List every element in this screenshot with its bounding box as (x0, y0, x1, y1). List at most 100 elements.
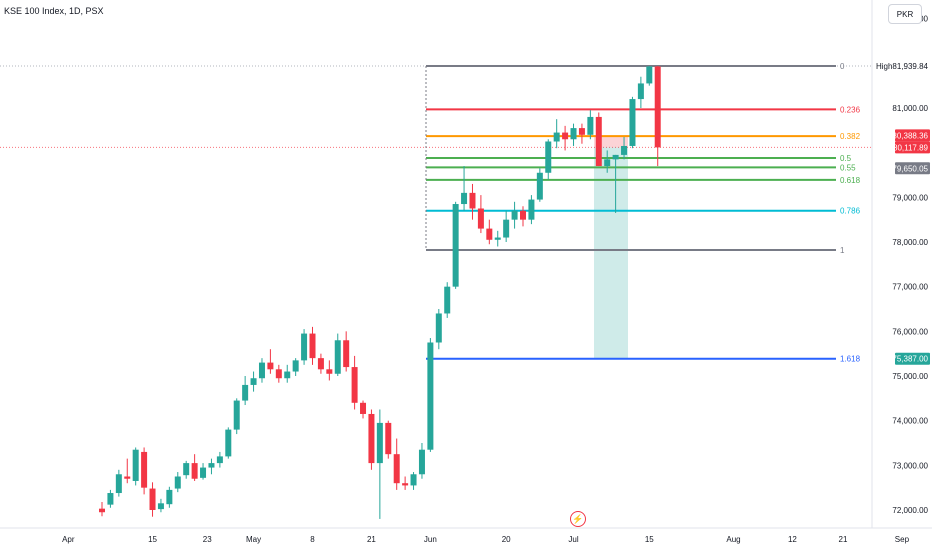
candle-up (621, 145, 628, 155)
candle-down (351, 367, 358, 403)
price-label-bg (895, 162, 930, 175)
candle-down (486, 228, 493, 240)
candle-down (191, 463, 198, 479)
candle-up (225, 429, 232, 457)
position-target-zone (594, 147, 628, 359)
candle-up (233, 400, 240, 430)
candle-up (503, 219, 510, 238)
price-label-bg (895, 129, 930, 142)
candle-up (452, 204, 459, 287)
price-label-bg (895, 352, 930, 365)
candle-down (520, 210, 526, 220)
candle-down (595, 116, 602, 167)
candle-down (402, 483, 409, 486)
candle-up (410, 474, 417, 486)
candle-up (418, 449, 425, 475)
candle-down (368, 413, 375, 464)
candle-up (200, 467, 207, 478)
candle-up (250, 378, 257, 385)
x-tick-label: Jul (568, 535, 578, 544)
candle-up (587, 116, 594, 135)
x-tick-label: 8 (310, 535, 315, 544)
candle-down (309, 333, 316, 359)
candle-down (562, 132, 569, 140)
candle-down (141, 451, 148, 488)
fib-level-label: 0.786 (840, 207, 861, 216)
y-tick-label: 74,000.00 (892, 417, 928, 426)
candle-down (385, 422, 392, 455)
x-tick-label: 23 (203, 535, 212, 544)
candle-down (393, 454, 400, 484)
candle-up (570, 128, 577, 140)
x-tick-label: 21 (367, 535, 376, 544)
y-tick-label: 78,000.00 (892, 238, 928, 247)
candle-down (124, 476, 131, 479)
x-tick-label: Aug (726, 535, 740, 544)
fib-level-label: 1 (840, 246, 845, 255)
x-tick-label: Sep (895, 535, 910, 544)
candle-up (435, 313, 442, 343)
fib-level-label: 0 (840, 62, 845, 71)
y-tick-label: 81,000.00 (892, 104, 928, 113)
candle-up (444, 286, 451, 314)
candle-up (107, 493, 114, 505)
chart-title: KSE 100 Index, 1D, PSX (4, 6, 104, 16)
price-label: 75,387.00 (892, 355, 928, 364)
x-tick-label: 20 (502, 535, 511, 544)
x-tick-label: Apr (62, 535, 75, 544)
candle-down (275, 369, 282, 379)
candle-up (427, 342, 434, 450)
candle-down (343, 340, 350, 368)
y-tick-label: 79,000.00 (892, 193, 928, 202)
candle-up (461, 192, 468, 205)
candle-down (477, 208, 484, 229)
candle-up (646, 66, 653, 84)
candle-down (149, 488, 156, 510)
candle-down (326, 369, 333, 374)
candle-up (612, 154, 619, 160)
candle-up (376, 422, 383, 464)
price-label-bg (895, 60, 930, 73)
candle-down (360, 402, 367, 414)
x-tick-label: 12 (788, 535, 797, 544)
candle-down (99, 508, 105, 513)
candle-up (242, 384, 249, 401)
lightning-icon[interactable]: ⚡ (570, 511, 586, 527)
fib-level-label: 0.236 (840, 105, 861, 114)
candle-up (528, 199, 535, 220)
candle-up (301, 333, 308, 361)
candles-group (99, 66, 661, 519)
candle-up (511, 210, 518, 220)
x-tick-label: 15 (148, 535, 157, 544)
price-label-bg (895, 141, 930, 154)
fib-level-label: 0.55 (840, 163, 856, 172)
candle-up (157, 503, 164, 510)
y-tick-label: 76,000.00 (892, 327, 928, 336)
price-label: 80,117.89 (893, 143, 929, 152)
candle-up (208, 463, 215, 468)
candle-up (629, 99, 636, 146)
candle-up (637, 83, 644, 100)
fib-level-label: 1.618 (840, 355, 861, 364)
price-label: 81,939.84 (892, 62, 928, 71)
currency-button[interactable]: PKR (888, 4, 922, 24)
candle-up (284, 371, 291, 379)
x-tick-label: 15 (645, 535, 654, 544)
price-label-prefix: High (876, 62, 892, 71)
price-scale (872, 0, 932, 550)
position-stop-zone (594, 135, 628, 148)
y-tick-label: 75,000.00 (892, 372, 928, 381)
candle-up (115, 474, 122, 494)
x-tick-label: May (246, 535, 261, 544)
x-tick-label: 21 (839, 535, 848, 544)
candle-up (216, 456, 223, 464)
candle-up (536, 172, 543, 200)
candle-up (545, 141, 552, 173)
candle-up (292, 360, 299, 372)
candle-up (553, 132, 560, 142)
candle-up (604, 159, 611, 167)
candle-down (654, 66, 661, 148)
candle-down (578, 128, 585, 135)
candle-up (494, 237, 501, 240)
